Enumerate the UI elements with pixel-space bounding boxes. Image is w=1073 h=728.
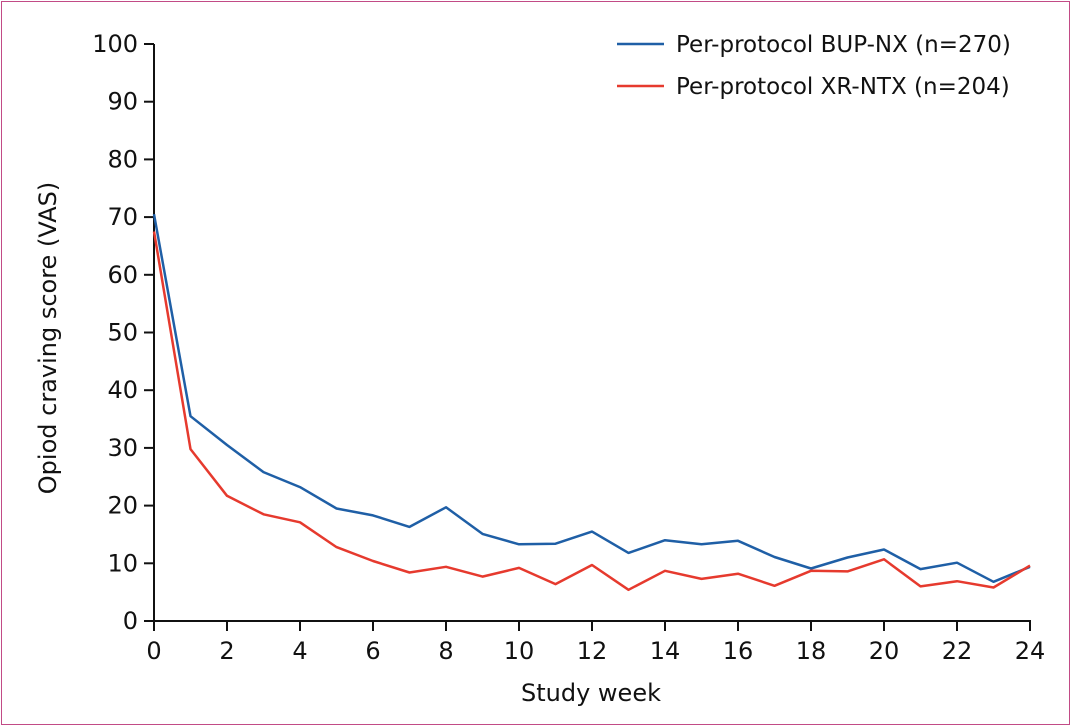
- legend[interactable]: Per-protocol BUP-NX (n=270) Per-protocol …: [617, 32, 1011, 100]
- series-lines: [152, 213, 1031, 592]
- x-tick-label: 10: [504, 637, 535, 665]
- x-tick-label: 16: [723, 637, 754, 665]
- x-tick-label: 20: [869, 637, 900, 665]
- x-tick-label: 24: [1015, 637, 1046, 665]
- y-tick-label: 20: [107, 492, 138, 520]
- x-axis-label: Study week: [521, 679, 661, 707]
- y-tick-label: 70: [107, 203, 138, 231]
- y-tick-label: 10: [107, 549, 138, 577]
- series-line-2: [152, 231, 1031, 592]
- x-tick-label: 2: [219, 637, 234, 665]
- y-tick-label: 60: [107, 261, 138, 289]
- series-line-1: [152, 213, 1031, 584]
- y-tick-label: 40: [107, 376, 138, 404]
- x-tick-label: 18: [796, 637, 827, 665]
- x-axis: 0 2 4 6 8 10 12 14 16 18 20 22 24: [146, 620, 1046, 665]
- x-tick-label: 8: [438, 637, 453, 665]
- x-tick-label: 4: [292, 637, 307, 665]
- y-axis-label: Opiod craving score (VAS): [34, 182, 62, 494]
- y-tick-label: 90: [107, 88, 138, 116]
- x-tick-label: 0: [146, 637, 161, 665]
- y-tick-label: 50: [107, 319, 138, 347]
- legend-label-2: Per-protocol XR-NTX (n=204): [676, 74, 1010, 100]
- y-tick-label: 80: [107, 145, 138, 173]
- y-tick-label: 0: [123, 607, 138, 635]
- x-tick-label: 22: [942, 637, 973, 665]
- y-tick-label: 100: [92, 30, 138, 58]
- legend-label-1: Per-protocol BUP-NX (n=270): [676, 32, 1011, 58]
- y-tick-label: 30: [107, 434, 138, 462]
- x-tick-label: 6: [365, 637, 380, 665]
- x-tick-label: 12: [577, 637, 608, 665]
- x-tick-label: 14: [650, 637, 681, 665]
- y-axis: 0 10 20 30 40 50 60 70 80 90 100: [92, 30, 155, 635]
